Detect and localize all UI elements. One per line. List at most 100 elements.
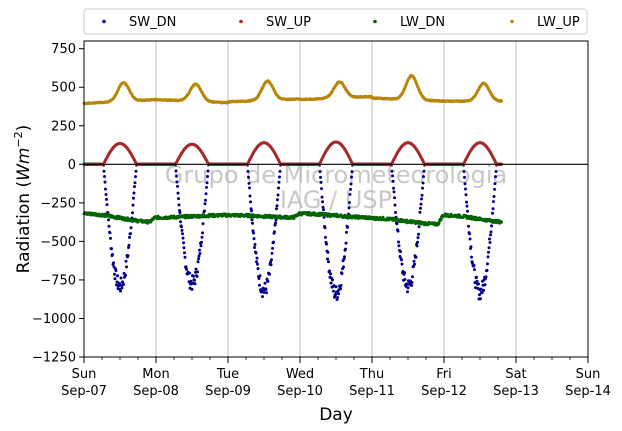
data-point: [205, 185, 208, 189]
data-point: [485, 268, 489, 272]
data-point: [479, 297, 482, 301]
data-point: [344, 247, 347, 251]
data-point: [107, 224, 111, 228]
data-point: [343, 255, 346, 259]
data-point: [419, 206, 422, 210]
y-axis-title-close: ): [14, 125, 34, 132]
data-point: [399, 250, 402, 254]
data-point: [104, 187, 107, 191]
data-point: [471, 261, 474, 265]
data-point: [183, 251, 186, 255]
data-point: [176, 191, 180, 195]
data-point: [492, 200, 495, 204]
x-tick-label-date: Sep-11: [349, 384, 395, 399]
data-point: [275, 204, 279, 208]
x-tick-label-day: Sun: [72, 367, 97, 382]
data-point: [269, 263, 273, 267]
data-point: [256, 267, 260, 271]
data-point: [258, 283, 261, 287]
data-point: [196, 260, 200, 264]
data-point: [105, 203, 109, 207]
y-axis-title: Radiation (Wm−2): [12, 125, 34, 274]
data-point: [475, 279, 479, 283]
data-point: [321, 205, 325, 209]
data-point: [181, 236, 185, 240]
data-point: [478, 293, 481, 297]
data-point: [339, 284, 343, 287]
data-point: [322, 208, 325, 212]
data-point: [197, 257, 200, 261]
y-axis: 750 500 250 0 −250 −500 −750 −1000 −1250: [32, 42, 84, 366]
data-point: [270, 258, 273, 262]
data-point: [257, 277, 261, 280]
data-point: [420, 193, 424, 197]
data-point: [263, 281, 267, 285]
data-point: [119, 289, 122, 293]
data-point: [420, 197, 423, 201]
data-point: [465, 204, 469, 208]
data-point: [421, 186, 424, 190]
data-point: [406, 290, 409, 294]
data-point: [206, 169, 210, 173]
data-point: [490, 224, 493, 228]
data-point: [419, 202, 423, 206]
data-point: [200, 240, 203, 244]
data-point: [468, 237, 472, 241]
data-point: [278, 169, 282, 173]
x-tick-label-date: Sep-14: [565, 384, 611, 399]
data-point: [488, 241, 492, 244]
data-point: [126, 254, 130, 258]
data-point: [349, 187, 352, 191]
data-point: [278, 175, 281, 179]
data-point: [103, 175, 106, 178]
y-axis-title-text: Radiation (: [14, 181, 34, 273]
data-point: [107, 218, 110, 222]
data-point: [255, 256, 259, 260]
y-tick-label: 0: [68, 158, 76, 173]
data-point: [254, 251, 258, 255]
data-point: [248, 186, 251, 190]
data-point: [477, 282, 480, 286]
data-point: [493, 187, 496, 191]
data-point: [500, 99, 503, 103]
data-point: [439, 218, 443, 222]
data-point: [421, 181, 425, 185]
y-tick-label: 750: [51, 42, 76, 57]
data-point: [344, 241, 348, 245]
data-point: [327, 260, 330, 264]
data-point: [113, 277, 117, 281]
data-point: [275, 207, 278, 211]
data-point: [397, 244, 401, 248]
data-point: [397, 240, 400, 244]
data-point: [332, 289, 335, 293]
data-point: [479, 287, 483, 291]
data-point: [324, 235, 327, 239]
data-point: [252, 237, 256, 241]
data-point: [348, 192, 352, 196]
data-point: [256, 262, 259, 266]
x-tick-label-date: Sep-08: [133, 384, 179, 399]
data-point: [258, 274, 262, 278]
data-point: [102, 169, 106, 173]
data-point: [269, 260, 272, 264]
data-point: [403, 278, 407, 281]
data-point: [203, 202, 207, 206]
y-tick-label: −750: [40, 273, 76, 288]
data-point: [134, 175, 137, 179]
data-point: [273, 230, 276, 234]
data-point: [109, 236, 112, 240]
legend-frame: [83, 8, 588, 35]
data-point: [250, 218, 254, 222]
data-point: [482, 288, 485, 292]
data-point: [268, 272, 271, 276]
data-point: [413, 262, 416, 266]
data-point: [122, 283, 125, 286]
data-point: [128, 235, 131, 239]
data-point: [181, 232, 184, 236]
data-point: [474, 286, 477, 290]
data-point: [248, 194, 252, 198]
data-point: [487, 246, 491, 250]
data-point: [199, 244, 203, 248]
data-point: [255, 260, 258, 264]
data-point: [193, 282, 197, 286]
